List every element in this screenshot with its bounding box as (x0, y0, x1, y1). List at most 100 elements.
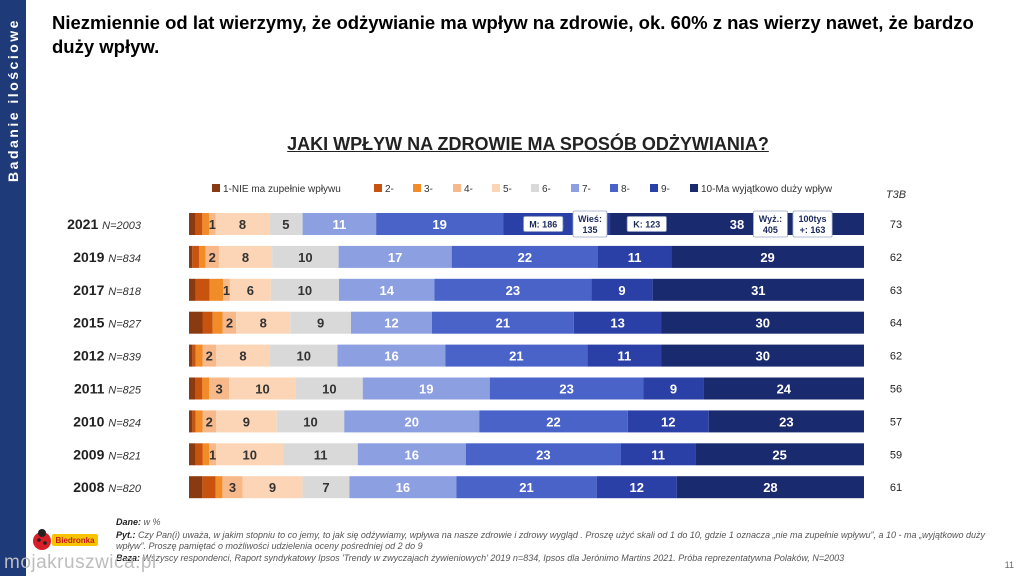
row-n: N=818 (108, 286, 142, 298)
bar-segment (596, 476, 677, 499)
legend-item: 8- (610, 184, 630, 195)
bar-row: 2019 N=834 2 8 10 17 22 11 29 62 (73, 245, 902, 268)
bar-segment (195, 410, 203, 433)
bar-segment (202, 213, 210, 235)
bar-label: 8 (239, 217, 246, 232)
bar-segment (269, 213, 303, 235)
t3b-value: 64 (890, 318, 902, 330)
chart-legend: 1-NIE ma zupełnie wpływu 2- 3- 4- 5- 6- 7- 8- 9-… (212, 184, 833, 195)
legend-swatch (492, 184, 500, 192)
callout-box (626, 216, 667, 232)
bar-segment (202, 443, 210, 466)
bar-label: 14 (379, 283, 394, 298)
bar-segment (344, 410, 480, 433)
t3b-value: 73 (890, 219, 902, 231)
bar-row: 2009 N=821 1 10 11 16 23 11 25 59 (73, 443, 902, 466)
bar-label: 28 (763, 480, 777, 495)
bar-segment (703, 377, 864, 400)
bar-segment (215, 213, 270, 235)
bar-segment (202, 476, 216, 499)
bar-label: 21 (509, 349, 523, 364)
bar-label: 2 (206, 349, 213, 364)
bar-segment (451, 245, 598, 268)
callout-box (753, 210, 788, 238)
bar-segment (195, 344, 203, 367)
legend-item: 7- (571, 184, 591, 195)
bar-label: 5 (282, 217, 289, 232)
bar-segment (242, 476, 303, 499)
callout-box (523, 216, 564, 232)
bar-segment (270, 344, 338, 367)
callout-text: Wyż.: (759, 214, 782, 224)
legend-item: 3- (413, 184, 433, 195)
legend-label: 4- (464, 184, 473, 195)
bar-segment (209, 443, 216, 466)
bar-callout: Wieś:135 (572, 210, 608, 238)
legend-swatch (212, 184, 220, 192)
bar-segment (661, 311, 864, 334)
bar-segment (189, 344, 193, 367)
bar-label: 10 (298, 283, 312, 298)
callout-text: M: 186 (529, 220, 557, 230)
t3b-value: 61 (890, 482, 902, 494)
bar-segment (212, 311, 223, 334)
bar-segment (189, 213, 196, 235)
bar-segment (376, 213, 504, 235)
bar-segment (357, 443, 466, 466)
bar-segment (195, 443, 203, 466)
bar-label: 9 (269, 480, 276, 495)
bar-segment (465, 443, 621, 466)
bar-label: 8 (242, 250, 249, 265)
legend-item: 4- (453, 184, 473, 195)
bar-segment (223, 278, 230, 301)
bar-label: 10 (322, 382, 336, 397)
bar-row: 2017 N=818 1 6 10 14 23 9 31 63 (73, 278, 902, 301)
row-n: N=827 (108, 319, 142, 331)
bar-segment (337, 344, 446, 367)
bar-segment (189, 311, 203, 334)
bar-label: 11 (651, 447, 665, 462)
bar-segment (302, 476, 350, 499)
bar-segment (216, 443, 284, 466)
row-n: N=825 (108, 385, 142, 397)
row-year: 2019 N=834 (73, 249, 141, 265)
bar-segment (671, 245, 864, 268)
bar-segment (216, 410, 277, 433)
bar-label: 22 (546, 414, 560, 429)
bar-callout: M: 186 (523, 216, 564, 232)
bar-segment (587, 344, 662, 367)
legend-label: 10-Ma wyjątkowo duży wpływ (701, 184, 833, 195)
bar-segment (479, 410, 628, 433)
bar-label: 1 (209, 447, 216, 462)
legend-item: 9- (650, 184, 670, 195)
legend-label: 8- (621, 184, 630, 195)
bar-label: 17 (388, 250, 402, 265)
bar-label: 9 (317, 316, 324, 331)
row-year: 2012 N=839 (73, 348, 141, 364)
bar-segment (302, 213, 377, 235)
bar-label: 11 (314, 447, 328, 462)
page-headline: Niezmiennie od lat wierzymy, że odżywian… (52, 12, 974, 57)
bar-segment (276, 410, 345, 433)
row-n: N=824 (108, 417, 141, 429)
bar-segment (216, 344, 270, 367)
t3b-value: 62 (890, 252, 902, 264)
chart-rows: 2021 N=200318511191638732019 N=834281017… (67, 213, 902, 499)
bar-segment (627, 410, 709, 433)
t3b-value: 62 (890, 351, 902, 363)
bar-label: 8 (260, 316, 267, 331)
bar-label: 23 (779, 414, 793, 429)
legend-label: 5- (503, 184, 512, 195)
legend-label: 1-NIE ma zupełnie wpływu (223, 184, 341, 195)
bar-segment (222, 476, 243, 499)
bar-segment (189, 278, 196, 301)
bar-label: 16 (384, 349, 398, 364)
bar-segment (434, 278, 592, 301)
callout-box (792, 210, 833, 238)
bar-segment (189, 245, 193, 268)
bar-segment (270, 278, 339, 301)
bar-label: 30 (756, 349, 770, 364)
bar-segment (236, 311, 291, 334)
bar-label: 20 (405, 414, 419, 429)
